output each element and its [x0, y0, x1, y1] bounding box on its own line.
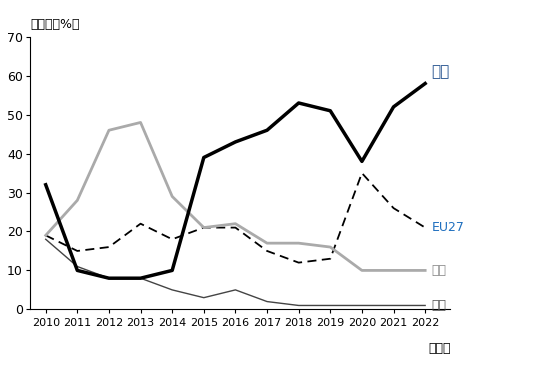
- Text: 美国: 美国: [432, 264, 447, 277]
- Text: （年）: （年）: [428, 342, 450, 355]
- Text: 日本: 日本: [432, 299, 447, 312]
- Text: EU27: EU27: [432, 221, 464, 234]
- Text: （份额，%）: （份额，%）: [30, 18, 79, 31]
- Text: 中国: 中国: [432, 65, 450, 80]
